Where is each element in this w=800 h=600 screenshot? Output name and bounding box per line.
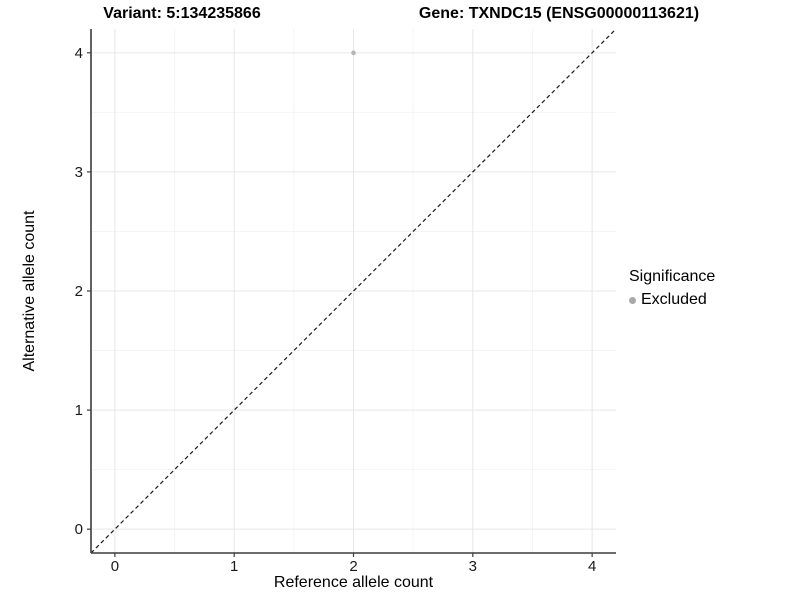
y-tick-label: 3 (75, 164, 83, 181)
legend-point-icon (629, 296, 636, 304)
plot-title-variant: Variant: 5:134235866 (103, 5, 261, 22)
y-tick-label: 4 (75, 45, 83, 62)
x-tick-label: 3 (469, 558, 477, 575)
y-tick-label: 2 (75, 283, 83, 300)
x-tick-label: 0 (111, 558, 119, 575)
x-tick-label: 2 (349, 558, 357, 575)
plot-title-gene: Gene: TXNDC15 (ENSG00000113621) (418, 5, 700, 22)
legend-title: Significance (629, 268, 716, 285)
legend-entry-excluded: Excluded (629, 291, 715, 309)
x-axis-title: Reference allele count (273, 574, 434, 591)
y-axis-title: Alternative allele count (21, 210, 38, 372)
identity-dashed-line (90, 28, 617, 554)
data-point-excluded (351, 50, 356, 56)
x-tick-label: 4 (588, 558, 596, 575)
legend: Significance Excluded (629, 268, 715, 309)
y-tick-label: 0 (75, 521, 83, 538)
y-tick-label: 1 (75, 402, 83, 419)
legend-entry-label: Excluded (641, 291, 707, 308)
x-tick-label: 1 (230, 558, 238, 575)
